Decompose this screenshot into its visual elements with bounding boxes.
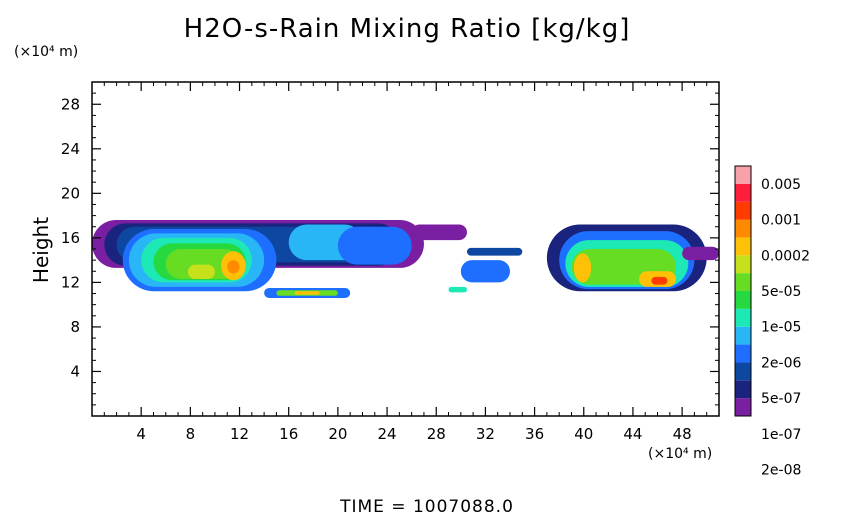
- colorbar-swatch-3: [735, 344, 751, 363]
- colorbar-label-5: 2e-06: [761, 355, 801, 371]
- field-region-10: [227, 260, 240, 274]
- colorbar-swatch-1: [735, 380, 751, 399]
- y-tick-label-24: 24: [61, 140, 80, 158]
- y-tick-label-4: 4: [70, 362, 80, 380]
- y-tick-label-20: 20: [61, 184, 80, 202]
- colorbar-swatch-11: [735, 201, 751, 220]
- colorbar-swatch-0: [735, 398, 751, 416]
- field-region-15: [294, 291, 320, 295]
- y-tick-label-8: 8: [70, 318, 80, 336]
- x-tick-label-44: 44: [623, 425, 642, 443]
- colorbar-swatch-12: [735, 183, 751, 202]
- y-tick-label-16: 16: [61, 229, 80, 247]
- x-tick-label-36: 36: [525, 425, 544, 443]
- colorbar-swatch-8: [735, 255, 751, 274]
- colorbar-frame: [734, 165, 752, 417]
- field-region-12: [337, 226, 412, 265]
- time-label: TIME = 1007088.0: [340, 497, 514, 517]
- colorbar-label-8: 2e-08: [761, 463, 801, 479]
- x-tick-label-48: 48: [673, 425, 692, 443]
- x-tick-label-40: 40: [574, 425, 593, 443]
- colorbar-label-1: 0.001: [761, 213, 801, 229]
- colorbar-swatch-4: [735, 326, 751, 345]
- x-tick-label-4: 4: [136, 425, 146, 443]
- colorbar-swatch-10: [735, 219, 751, 238]
- field-region-24: [573, 253, 592, 283]
- y-tick-label-12: 12: [61, 273, 80, 291]
- field-region-27: [682, 246, 719, 261]
- x-tick-label-12: 12: [230, 425, 249, 443]
- field-region-19: [448, 286, 467, 293]
- field-region-16: [411, 224, 467, 241]
- colorbar-swatch-13: [735, 166, 751, 184]
- colorbar-label-2: 0.0002: [761, 248, 810, 264]
- colorbar-label-7: 1e-07: [761, 427, 801, 443]
- chart-title: H2O-s-Rain Mixing Ratio [kg/kg]: [183, 14, 631, 44]
- colorbar-swatch-5: [735, 308, 751, 327]
- field-region-18: [460, 260, 510, 283]
- x-tick-label-28: 28: [427, 425, 446, 443]
- colorbar-label-0: 0.005: [761, 177, 801, 193]
- x-tick-label-8: 8: [186, 425, 196, 443]
- x-tick-label-32: 32: [476, 425, 495, 443]
- x-axis-unit: (×10⁴ m): [648, 446, 713, 462]
- colorbar-label-6: 5e-07: [761, 391, 801, 407]
- colorbar-swatch-6: [735, 291, 751, 309]
- field-region-26: [651, 276, 668, 285]
- field-region-17: [466, 247, 523, 256]
- x-tick-label-16: 16: [279, 425, 298, 443]
- x-tick-label-20: 20: [328, 425, 347, 443]
- colorbar-label-4: 1e-05: [761, 320, 801, 336]
- x-tick-label-24: 24: [378, 425, 397, 443]
- colorbar-label-3: 5e-05: [761, 284, 801, 300]
- y-tick-label-28: 28: [61, 95, 80, 113]
- colorbar-swatch-9: [735, 237, 751, 256]
- field-region-7: [165, 249, 240, 280]
- field-contours: [92, 220, 719, 298]
- colorbar: 0.005 0.001 0.0002 5e-05 1e-05 2e-06 5e-07 1e-0…: [734, 165, 810, 479]
- colorbar-swatch-7: [735, 273, 751, 291]
- y-axis-unit: (×10⁴ m): [14, 44, 79, 60]
- colorbar-swatch-2: [735, 362, 751, 381]
- field-region-8: [187, 264, 215, 280]
